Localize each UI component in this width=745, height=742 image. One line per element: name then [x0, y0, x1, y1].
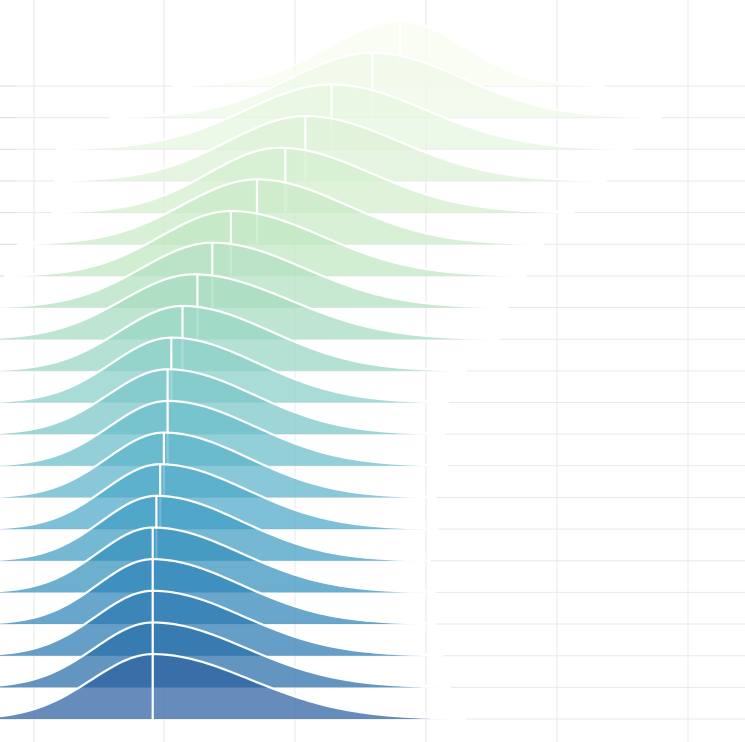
ridge-density-outline: [0, 368, 446, 435]
ridge-density-outline: [0, 336, 449, 404]
ridge-density-outline: [0, 526, 437, 594]
ridge-density-area: [4, 211, 526, 276]
ridge-density-outline: [0, 431, 437, 499]
ridge-density-outline: [172, 20, 605, 87]
ridge-density-area: [0, 495, 430, 561]
ridge-density-outline: [51, 146, 575, 214]
ridge-density-area: [52, 147, 574, 213]
ridge-density-area: [0, 306, 467, 371]
ridge-density-outline: [0, 589, 444, 657]
ridge-density-outline: [0, 273, 501, 340]
ridge-density-area: [0, 337, 448, 403]
ridge-density-outline: [0, 653, 467, 720]
ridge-density-area: [0, 464, 438, 530]
ridge-density-area: [110, 52, 662, 118]
ridge-layer: [0, 20, 663, 720]
ridge-density-outline: [0, 463, 439, 530]
ridge-density-outline: [109, 51, 663, 119]
ridge-density-area: [0, 654, 466, 719]
ridge-density-outline: [3, 209, 527, 277]
ridge-density-area: [18, 179, 544, 245]
ridge-series: [0, 653, 467, 720]
ridge-density-outline: [0, 558, 437, 625]
ridge-density-outline: [0, 241, 508, 309]
ridge-density-outline: [56, 83, 635, 150]
ridge-density-area: [55, 116, 606, 181]
ridge-density-area: [0, 400, 447, 466]
ridge-density-area: [0, 242, 507, 308]
ridge-density-outline: [0, 494, 431, 562]
ridge-density-outline: [0, 304, 468, 372]
ridge-density-outline: [0, 399, 448, 467]
ridge-density-outline: [0, 621, 452, 689]
ridge-density-outline: [54, 115, 607, 182]
ridge-density-area: [0, 274, 500, 340]
ridge-density-outline: [17, 178, 545, 245]
ridge-density-area: [0, 432, 436, 498]
ridge-density-area: [57, 84, 634, 150]
ridge-density-area: [0, 369, 445, 435]
